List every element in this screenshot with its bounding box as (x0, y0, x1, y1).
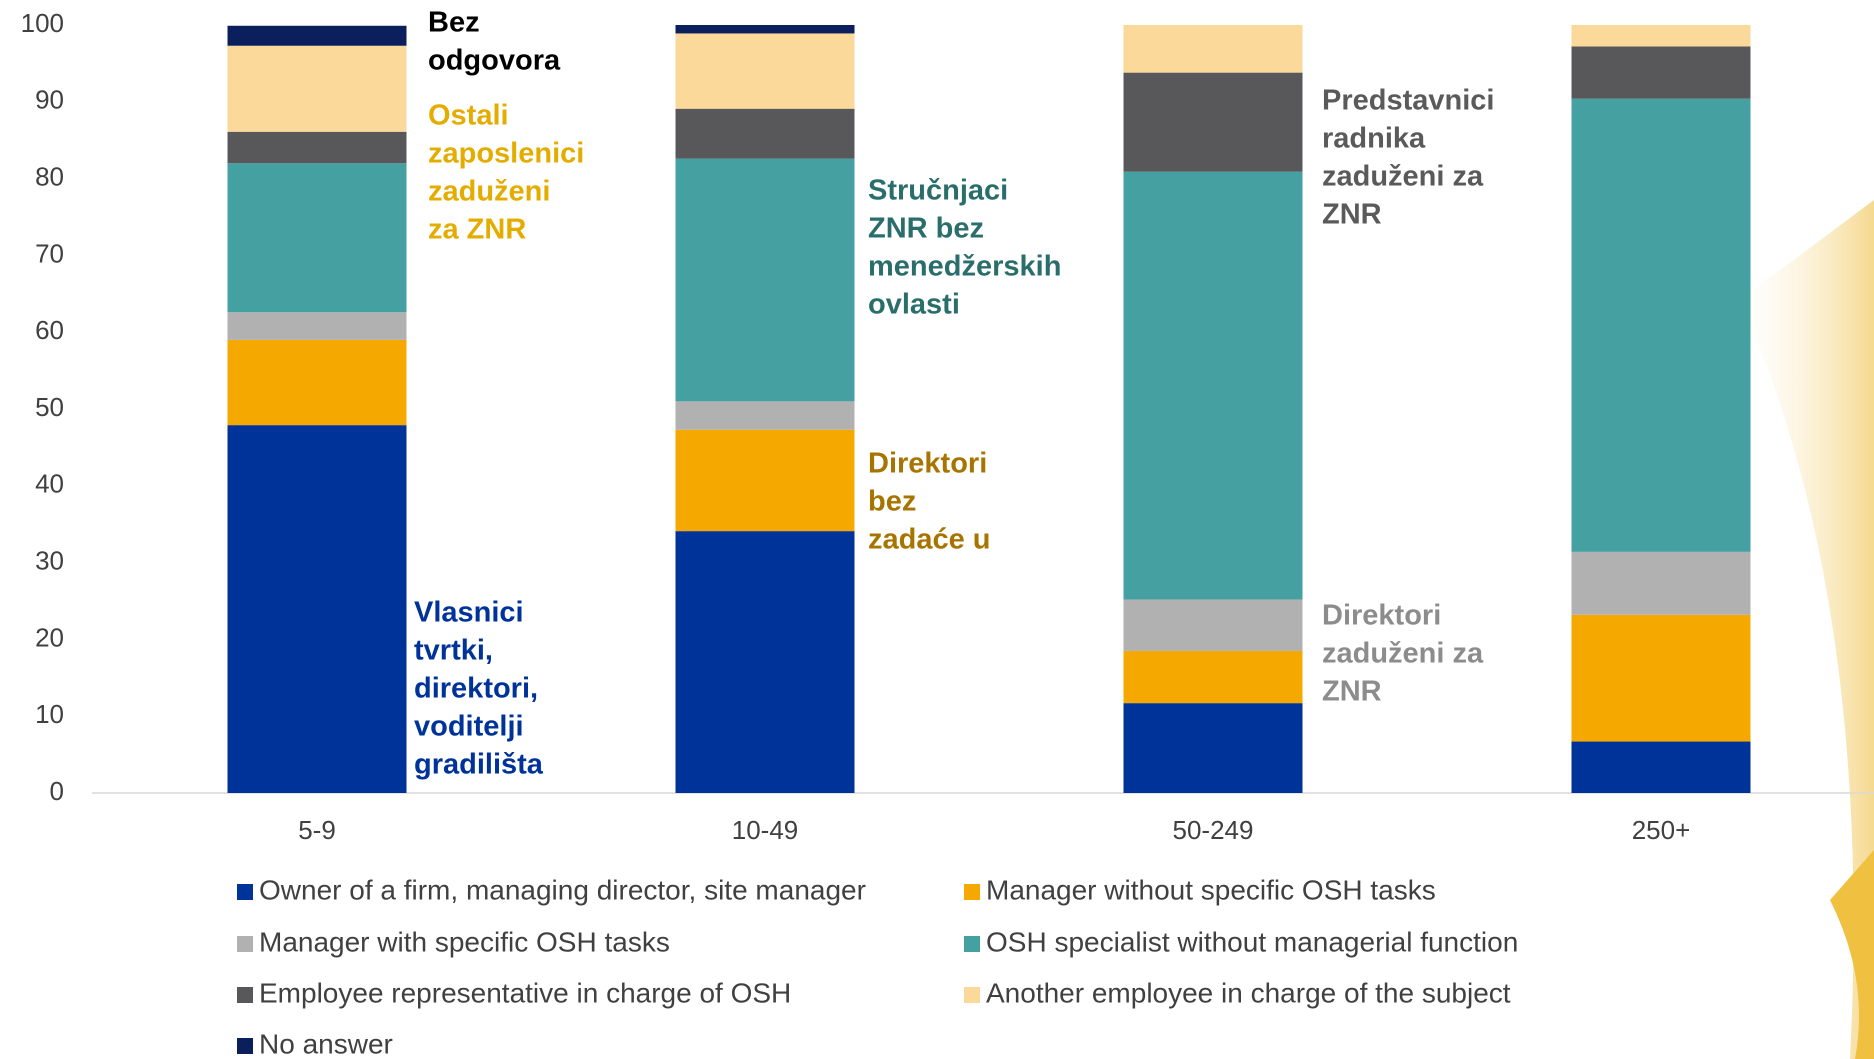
annotation: ZNR (1322, 676, 1382, 708)
bar-segment (1571, 25, 1751, 47)
bar-segment (227, 45, 407, 132)
bar-segment (1571, 98, 1751, 552)
bar-segment (1123, 703, 1303, 793)
annotation: Direktori (868, 448, 987, 480)
legend-swatch (964, 936, 980, 952)
annotation: zaduženi za (1322, 638, 1484, 670)
annotation: zaduženi za (1322, 161, 1484, 193)
annotation: za ZNR (428, 214, 526, 246)
bar-segment (675, 531, 855, 793)
bar-segment (227, 131, 407, 164)
legend-label: Manager without specific OSH tasks (986, 874, 1436, 905)
legend-swatch (237, 1038, 253, 1054)
background-decoration (1830, 850, 1874, 1059)
legend-label: Employee representative in charge of OSH (259, 977, 791, 1008)
bar-segment (675, 158, 855, 402)
annotation: bez (868, 486, 916, 518)
bar-segment (1571, 741, 1751, 793)
annotation: zadaće u (868, 524, 991, 556)
bar-segment (675, 25, 855, 34)
legend-label: Manager with specific OSH tasks (259, 926, 670, 957)
annotation: zaposlenici (428, 138, 584, 170)
y-tick-label: 80 (35, 161, 64, 191)
annotation: gradilišta (414, 749, 544, 781)
annotation: ZNR bez (868, 213, 984, 245)
bar-segment (1123, 25, 1303, 73)
y-tick-label: 10 (35, 699, 64, 729)
annotation: zaduženi (428, 176, 550, 208)
background-decoration (1740, 200, 1874, 1059)
bar-segment (227, 25, 407, 46)
x-tick-label: 50-249 (1173, 815, 1254, 845)
bar-segment (1123, 650, 1303, 704)
annotation: Predstavnici (1322, 85, 1494, 117)
annotation: ovlasti (868, 289, 960, 321)
legend-swatch (964, 987, 980, 1003)
bar-segment (1123, 72, 1303, 172)
y-tick-label: 30 (35, 545, 64, 575)
annotation: tvrtki, (414, 635, 493, 667)
y-tick-label: 70 (35, 238, 64, 268)
bar-segment (675, 33, 855, 109)
y-tick-label: 50 (35, 392, 64, 422)
annotation: ZNR (1322, 199, 1382, 231)
bar-segment (1571, 614, 1751, 742)
legend-label: No answer (259, 1028, 393, 1059)
annotation: Bez (428, 7, 480, 39)
bar-segment (1571, 46, 1751, 99)
legend-label: Another employee in charge of the subjec… (986, 977, 1511, 1008)
legend-swatch (237, 936, 253, 952)
bar-segment (227, 312, 407, 340)
x-tick-label: 10-49 (732, 815, 799, 845)
x-tick-label: 250+ (1632, 815, 1691, 845)
annotation: odgovora (428, 45, 561, 77)
y-tick-label: 20 (35, 622, 64, 652)
y-tick-label: 0 (50, 776, 64, 806)
annotation: voditelji (414, 711, 524, 743)
bar-segment (227, 163, 407, 313)
annotation: menedžerskih (868, 251, 1061, 283)
bar-segment (675, 429, 855, 532)
y-tick-label: 60 (35, 315, 64, 345)
annotation: Ostali (428, 100, 509, 132)
legend-swatch (964, 884, 980, 900)
bar-segment (675, 108, 855, 159)
x-tick-label: 5-9 (298, 815, 336, 845)
annotation: Stručnjaci (868, 175, 1008, 207)
bar-segment (1571, 551, 1751, 615)
legend-swatch (237, 884, 253, 900)
annotation: direktori, (414, 673, 538, 705)
annotation: Direktori (1322, 600, 1441, 632)
annotation: Vlasnici (414, 597, 524, 629)
bar-segment (227, 425, 407, 793)
bar-segment (1123, 599, 1303, 651)
legend-swatch (237, 987, 253, 1003)
bar-segment (227, 339, 407, 426)
legend-label: Owner of a firm, managing director, site… (259, 874, 866, 905)
annotation: radnika (1322, 123, 1426, 155)
y-tick-label: 100 (21, 8, 64, 38)
y-tick-label: 40 (35, 469, 64, 499)
bar-segment (675, 401, 855, 430)
bar-segment (1123, 171, 1303, 600)
y-tick-label: 90 (35, 85, 64, 115)
legend-label: OSH specialist without managerial functi… (986, 926, 1518, 957)
